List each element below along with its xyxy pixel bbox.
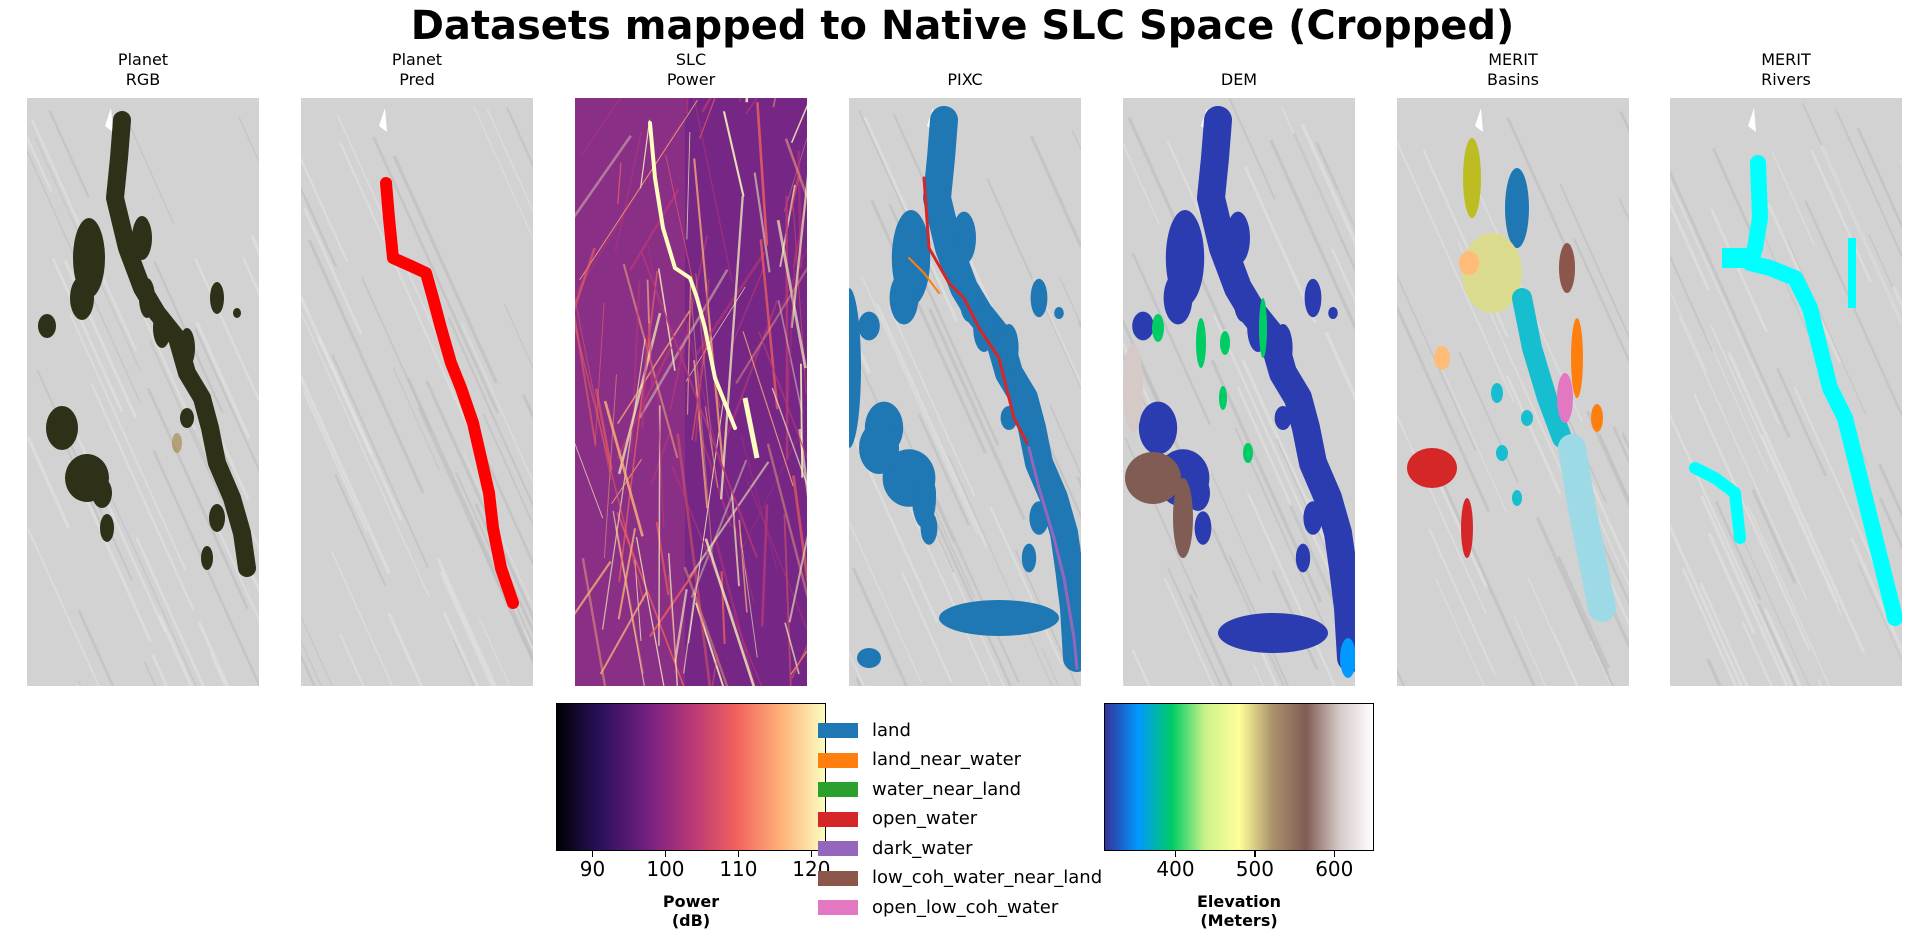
elevation-colorbar [1104, 703, 1374, 851]
power-colorbar [556, 703, 826, 851]
legend-item: land [818, 716, 1102, 746]
merit-rivers-panel [1670, 98, 1902, 686]
merit-basins-panel [1397, 98, 1629, 686]
elevation-colorbar-label-line2: (Meters) [1200, 911, 1278, 930]
power-colorbar-tick-label: 110 [719, 857, 758, 881]
elevation-colorbar-tick-mark [1333, 851, 1335, 857]
power-colorbar-tick-label: 90 [579, 857, 606, 881]
panel-title-line2: Rivers [1761, 70, 1811, 89]
power-colorbar-tick-mark [737, 851, 740, 857]
legend-swatch [818, 752, 858, 768]
power-colorbar-label-line2: (dB) [671, 911, 711, 930]
elevation-colorbar-tick-label: 500 [1235, 857, 1274, 881]
legend-item: open_low_coh_water [818, 893, 1102, 923]
power-colorbar-tick-mark [591, 851, 594, 857]
panel-title-2: Planet Pred [301, 50, 533, 90]
legend-item: low_coh_water_near_land [818, 864, 1102, 894]
dem-panel [1123, 98, 1355, 686]
panel-title-3: SLC Power [575, 50, 807, 90]
legend-item: dark_water [818, 834, 1102, 864]
panel-title-7: MERIT Rivers [1670, 50, 1902, 90]
legend-label: open_water [872, 808, 978, 830]
elevation-colorbar-tick-label: 400 [1156, 857, 1195, 881]
panel-title-line2: Pred [399, 70, 435, 89]
legend-swatch [818, 900, 858, 916]
power-colorbar-tick-label: 100 [646, 857, 685, 881]
legend-label: dark_water [872, 837, 973, 859]
power-colorbar-tick-mark [810, 851, 813, 857]
elevation-colorbar-tick-mark [1254, 851, 1256, 857]
legend-swatch [818, 841, 858, 857]
elevation-colorbar-label-line1: Elevation [1196, 892, 1282, 911]
power-colorbar-tick-mark [664, 851, 667, 857]
legend-label: low_coh_water_near_land [872, 867, 1103, 889]
planet-rgb-panel [27, 98, 259, 686]
power-colorbar-label-line1: Power [662, 892, 720, 911]
legend-item: water_near_land [818, 775, 1102, 805]
legend-item: land_near_water [818, 746, 1102, 776]
legend-label: open_low_coh_water [872, 896, 1059, 918]
elevation-colorbar-tick-label: 600 [1315, 857, 1354, 881]
slc-power-panel [575, 98, 807, 686]
planet-pred-panel [301, 98, 533, 686]
elevation-colorbar-label: Elevation (Meters) [1197, 892, 1281, 930]
legend-swatch [818, 782, 858, 798]
panel-title-line2: Power [666, 70, 716, 89]
legend-label: water_near_land [872, 778, 1022, 800]
figure-title: Datasets mapped to Native SLC Space (Cro… [410, 3, 1515, 49]
panel-title-1: Planet RGB [27, 50, 259, 90]
panel-title-line1: Planet [117, 50, 169, 69]
panel-title-line2: RGB [125, 70, 161, 89]
panel-title-5: DEM [1123, 70, 1355, 90]
panel-title-6: MERIT Basins [1397, 50, 1629, 90]
legend-item: open_water [818, 805, 1102, 835]
panel-title-line2: PIXC [947, 70, 983, 89]
panel-title-line2: Basins [1486, 70, 1540, 89]
elevation-colorbar-tick-mark [1174, 851, 1177, 857]
panel-title-line1: SLC [675, 50, 707, 69]
legend-swatch [818, 723, 858, 739]
panel-title-line1: MERIT [1761, 50, 1811, 69]
legend-label: land_near_water [872, 749, 1022, 771]
panel-title-line1: Planet [391, 50, 443, 69]
legend-swatch [818, 811, 858, 827]
power-colorbar-label: Power (dB) [663, 892, 719, 930]
pixc-panel [849, 98, 1081, 686]
panel-title-line2: DEM [1220, 70, 1258, 89]
panel-title-line1: MERIT [1488, 50, 1538, 69]
panel-title-4: PIXC [849, 70, 1081, 90]
legend-swatch [818, 870, 858, 886]
pixc-legend: land land_near_water water_near_land open_w… [818, 716, 1102, 923]
legend-label: land [872, 719, 911, 741]
